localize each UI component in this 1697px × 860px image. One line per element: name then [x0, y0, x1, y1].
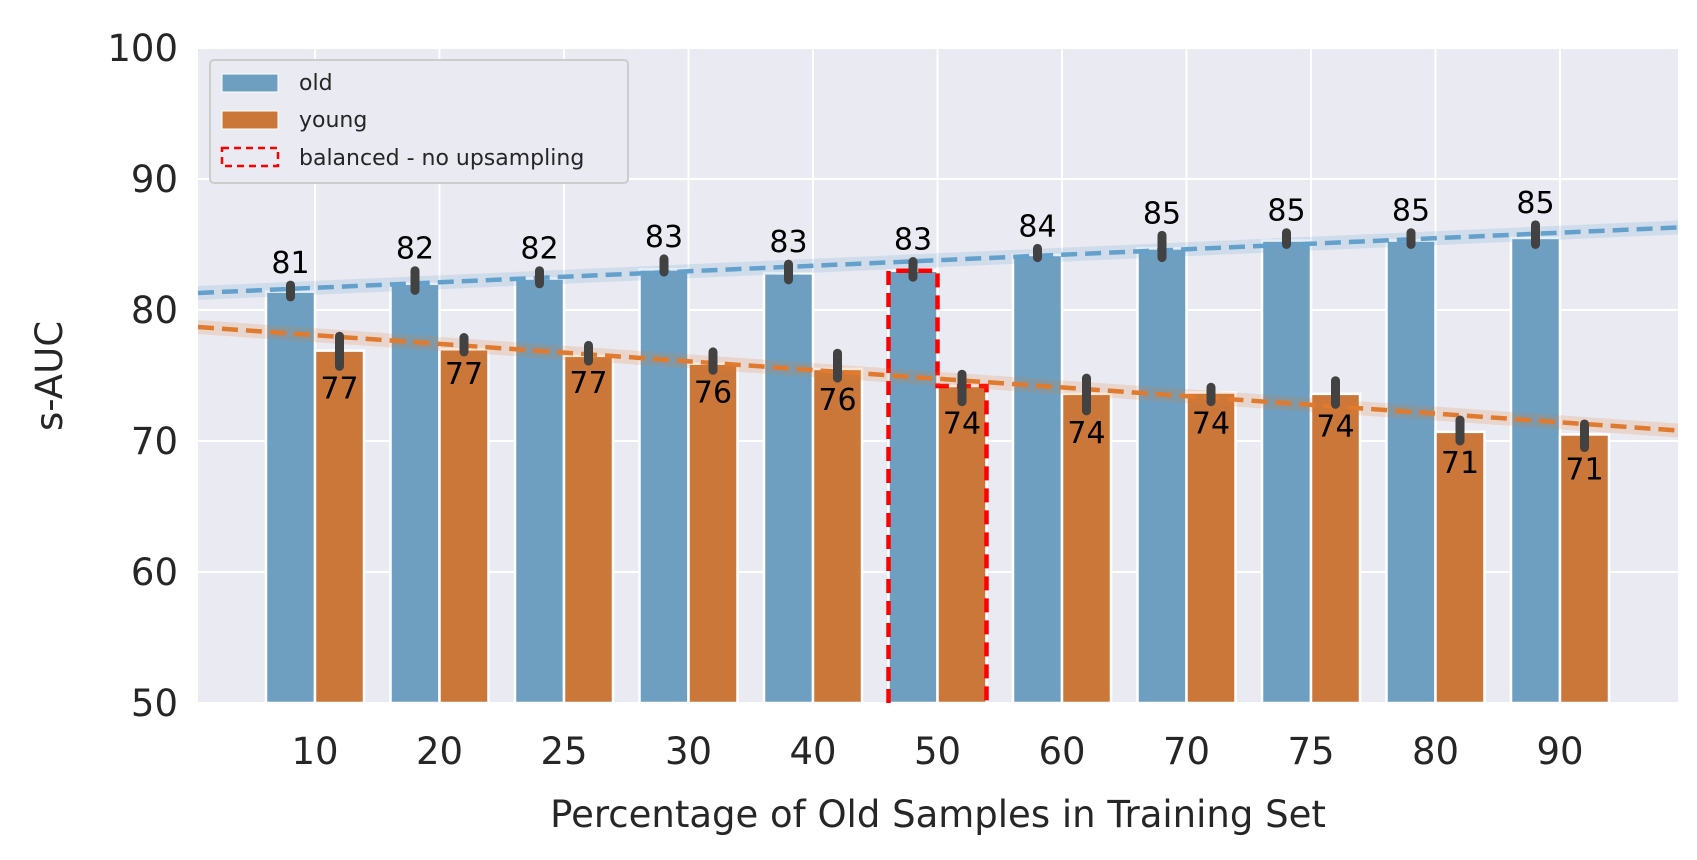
- x-ticks: 10 20 25 30 40 50 60 70 75 80 90: [291, 730, 1583, 773]
- bar-label-old-40: 83: [769, 225, 807, 260]
- bar-label-old-80: 85: [1392, 194, 1430, 229]
- trend-line-young: [197, 324, 1679, 433]
- trend-lines: [197, 220, 1679, 438]
- bar-old-75: [1260, 239, 1313, 705]
- x-tick-10: 10: [291, 730, 338, 773]
- bar-label-old-90: 85: [1516, 186, 1554, 221]
- y-ticks: 50 60 70 80 90 100: [107, 27, 178, 725]
- y-tick-90: 90: [131, 158, 178, 201]
- y-tick-60: 60: [131, 551, 178, 594]
- y-tick-100: 100: [107, 27, 178, 70]
- x-tick-40: 40: [789, 730, 836, 773]
- bar-young-90: [1558, 433, 1611, 705]
- bar-young-25: [562, 354, 615, 705]
- bar-old-60: [1011, 253, 1064, 705]
- y-axis-label: s-AUC: [28, 321, 71, 431]
- bar-label-old-20: 82: [396, 232, 434, 267]
- highlight-outline: [886, 268, 989, 703]
- bar-young-60: [1060, 392, 1113, 705]
- bar-old-90: [1509, 236, 1562, 705]
- bar-labels: 81 82 82 83 83 83 84 85 85 85 85 77 77 77 76 76 74 74 74 74…: [271, 186, 1603, 488]
- legend-label-young: young: [299, 108, 367, 133]
- legend-swatch-balanced: [220, 146, 280, 168]
- bar-young-10: [313, 349, 366, 705]
- bar-young-70: [1185, 391, 1237, 705]
- x-tick-30: 30: [665, 730, 712, 773]
- bar-old-40: [762, 272, 815, 705]
- bar-label-young-10: 77: [320, 371, 358, 406]
- bar-old-80: [1385, 239, 1437, 705]
- y-tick-50: 50: [131, 682, 178, 725]
- bar-young-40: [811, 367, 864, 705]
- x-tick-75: 75: [1287, 730, 1334, 773]
- bar-old-50: [887, 269, 939, 705]
- trend-band-old: [198, 220, 1678, 300]
- bar-young-50: [936, 384, 988, 705]
- bars: [264, 236, 1611, 705]
- bar-young-30: [687, 362, 739, 705]
- bar-label-young-90: 71: [1565, 453, 1603, 488]
- bar-label-young-25: 77: [569, 366, 607, 401]
- bar-label-young-40: 76: [818, 383, 856, 418]
- bar-old-30: [638, 268, 690, 705]
- x-tick-60: 60: [1038, 730, 1085, 773]
- legend-label-balanced: balanced - no upsampling: [299, 146, 584, 171]
- x-tick-70: 70: [1163, 730, 1210, 773]
- trend-band-young: [198, 320, 1678, 438]
- x-tick-25: 25: [540, 730, 587, 773]
- bar-young-20: [438, 348, 490, 705]
- bar-label-young-70: 74: [1192, 407, 1230, 442]
- bar-old-25: [513, 277, 566, 705]
- bar-label-young-75: 74: [1316, 409, 1354, 444]
- bar-label-old-70: 85: [1143, 196, 1181, 231]
- bar-label-old-75: 85: [1267, 194, 1305, 229]
- legend-swatch-young: [221, 110, 279, 130]
- bar-old-20: [389, 282, 441, 705]
- bar-label-old-30: 83: [645, 220, 683, 255]
- legend-label-old: old: [299, 71, 333, 96]
- legend-swatch-old: [221, 73, 279, 93]
- bar-label-old-60: 84: [1018, 209, 1056, 244]
- bar-label-young-50: 74: [943, 407, 981, 442]
- error-bars: [286, 220, 1589, 453]
- x-tick-20: 20: [416, 730, 463, 773]
- bar-young-75: [1309, 392, 1362, 705]
- bar-label-old-50: 83: [894, 223, 932, 258]
- legend: old young balanced - no upsampling: [209, 59, 629, 184]
- highlight-box: [886, 268, 989, 703]
- trend-line-old: [197, 225, 1679, 296]
- bar-label-young-30: 76: [694, 375, 732, 410]
- bar-label-young-80: 71: [1441, 446, 1479, 481]
- bar-label-old-10: 81: [271, 246, 309, 281]
- x-tick-90: 90: [1536, 730, 1583, 773]
- bar-label-young-20: 77: [445, 357, 483, 392]
- x-axis-label: Percentage of Old Samples in Training Se…: [550, 793, 1326, 836]
- y-tick-70: 70: [131, 420, 178, 463]
- x-tick-80: 80: [1412, 730, 1459, 773]
- bar-old-10: [264, 290, 317, 705]
- bar-young-80: [1434, 430, 1486, 705]
- bar-label-old-25: 82: [520, 232, 558, 267]
- bar-old-70: [1136, 247, 1188, 705]
- bar-label-young-60: 74: [1067, 416, 1105, 451]
- y-tick-80: 80: [131, 289, 178, 332]
- x-tick-50: 50: [914, 730, 961, 773]
- legend-frame: [209, 59, 629, 184]
